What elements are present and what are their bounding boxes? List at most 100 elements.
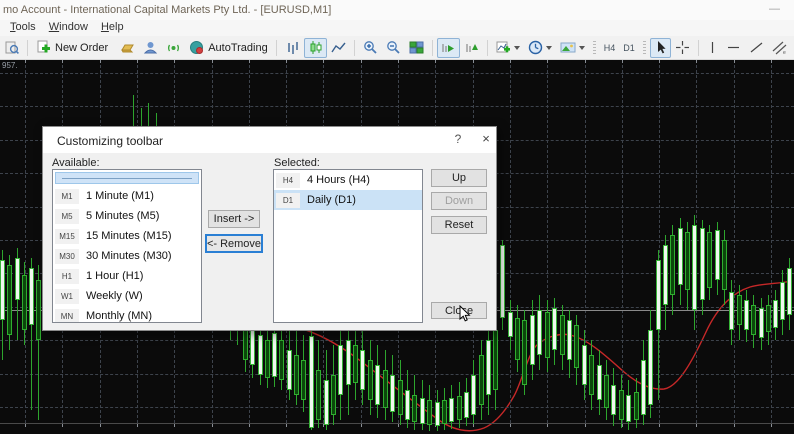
candle-body xyxy=(464,392,469,418)
trendline-tool-button[interactable] xyxy=(745,38,768,58)
crosshair-tool-button[interactable] xyxy=(671,38,694,58)
down-button[interactable]: Down xyxy=(431,192,487,210)
axis-tick xyxy=(435,60,436,63)
axis-tick xyxy=(137,60,138,63)
axis-tick xyxy=(734,423,735,427)
tile-windows-icon xyxy=(409,40,424,55)
list-item[interactable]: MN Monthly (MN) xyxy=(53,306,201,322)
dialog-help-button[interactable]: ? xyxy=(454,132,462,146)
period-icon: M15 xyxy=(55,228,79,244)
zoom-in-button[interactable] xyxy=(359,38,382,58)
autotrading-label: AutoTrading xyxy=(208,41,268,54)
list-item[interactable]: H1 1 Hour (H1) xyxy=(53,266,201,286)
candle-body xyxy=(759,308,764,338)
candle-body xyxy=(574,325,579,368)
candle-body xyxy=(552,308,557,350)
candle-body xyxy=(619,390,624,420)
candle-body xyxy=(545,312,550,358)
horizontal-line-tool-button[interactable] xyxy=(722,38,745,58)
autotrading-button[interactable]: AutoTrading xyxy=(185,38,272,58)
list-item[interactable]: M15 15 Minutes (M15) xyxy=(53,226,201,246)
menu-tools[interactable]: Tools xyxy=(10,21,36,33)
selected-list[interactable]: H4 4 Hours (H4) D1 Daily (D1) xyxy=(273,169,423,323)
remove-button[interactable]: <- Remove xyxy=(205,234,263,253)
axis-tick xyxy=(286,60,287,63)
close-button[interactable]: Close xyxy=(431,302,487,319)
metaeditor-button[interactable] xyxy=(116,38,139,58)
candle-body xyxy=(405,390,410,420)
templates-button[interactable] xyxy=(556,38,589,58)
candlestick-chart-button[interactable] xyxy=(303,37,327,58)
candle-body xyxy=(457,396,462,420)
chart-shift-button[interactable] xyxy=(460,38,483,58)
tile-windows-button[interactable] xyxy=(405,38,428,58)
print-preview-button[interactable] xyxy=(1,38,23,58)
gridline-vertical xyxy=(510,60,511,423)
axis-tick xyxy=(361,423,362,427)
insert-button[interactable]: Insert -> xyxy=(208,210,260,228)
channel-tool-button[interactable]: e xyxy=(768,38,791,58)
candle-body xyxy=(15,258,20,300)
candle-body xyxy=(338,345,343,395)
axis-tick xyxy=(585,423,586,427)
period-d1-button[interactable]: D1 xyxy=(623,42,635,53)
gridline-horizontal xyxy=(0,106,794,107)
list-item[interactable]: W1 Weekly (W) xyxy=(53,286,201,306)
new-order-button[interactable]: New Order xyxy=(32,38,112,58)
candle-body xyxy=(500,245,505,318)
candle-body xyxy=(29,268,34,325)
indicators-button[interactable] xyxy=(492,38,524,58)
dialog-title-bar[interactable]: Customizing toolbar ? × xyxy=(43,127,496,153)
available-list[interactable]: M1 1 Minute (M1) M5 5 Minutes (M5) M15 1… xyxy=(52,169,202,323)
available-label: Available: xyxy=(52,157,100,169)
vertical-line-tool-button[interactable] xyxy=(703,38,722,58)
clock-icon xyxy=(528,40,543,55)
period-icon: D1 xyxy=(276,192,300,208)
dialog-close-icon[interactable]: × xyxy=(482,131,490,146)
gridline-vertical xyxy=(547,60,548,423)
line-chart-button[interactable] xyxy=(327,38,350,58)
candle-body xyxy=(685,232,690,290)
auto-scroll-button[interactable] xyxy=(436,37,460,58)
candle-body xyxy=(597,365,602,400)
period-icon: MN xyxy=(55,308,79,322)
gridline-vertical xyxy=(622,60,623,423)
periods-button[interactable] xyxy=(524,38,556,58)
reset-button[interactable]: Reset xyxy=(431,216,487,234)
line-chart-icon xyxy=(331,40,346,55)
cursor-icon xyxy=(654,40,667,55)
bar-chart-button[interactable] xyxy=(281,38,304,58)
list-item[interactable]: M1 1 Minute (M1) xyxy=(53,186,201,206)
candle-body xyxy=(324,380,329,425)
candle-body xyxy=(700,228,705,300)
menu-window[interactable]: Window xyxy=(48,21,88,33)
signals-button[interactable] xyxy=(162,38,185,58)
candle-body xyxy=(420,398,425,424)
gridline-vertical xyxy=(25,60,26,423)
menu-help[interactable]: Help xyxy=(100,21,124,33)
up-button[interactable]: Up xyxy=(431,169,487,187)
available-separator-item[interactable] xyxy=(55,172,199,184)
minimize-button[interactable]: — xyxy=(769,3,780,15)
templates-dropdown-arrow[interactable] xyxy=(578,45,585,50)
user-icon xyxy=(143,40,158,55)
zoom-out-button[interactable] xyxy=(382,38,405,58)
cursor-tool-button[interactable] xyxy=(649,37,671,58)
terminal-button[interactable] xyxy=(139,38,162,58)
autotrading-icon xyxy=(189,40,204,55)
axis-tick xyxy=(62,60,63,63)
period-h4-button[interactable]: H4 xyxy=(603,42,616,53)
list-item[interactable]: M30 30 Minutes (M30) xyxy=(53,246,201,266)
list-item[interactable]: M5 5 Minutes (M5) xyxy=(53,206,201,226)
channel-icon: e xyxy=(772,40,787,55)
list-item[interactable]: H4 4 Hours (H4) xyxy=(274,170,422,190)
list-item-selected[interactable]: D1 Daily (D1) xyxy=(274,190,422,210)
indicators-dropdown-arrow[interactable] xyxy=(513,45,520,50)
candle-body xyxy=(493,330,498,390)
periods-dropdown-arrow[interactable] xyxy=(545,45,552,50)
axis-tick xyxy=(249,60,250,63)
candle-body xyxy=(530,315,535,365)
candle-body xyxy=(634,392,639,420)
print-preview-icon xyxy=(5,40,19,55)
candle-body xyxy=(678,228,683,285)
